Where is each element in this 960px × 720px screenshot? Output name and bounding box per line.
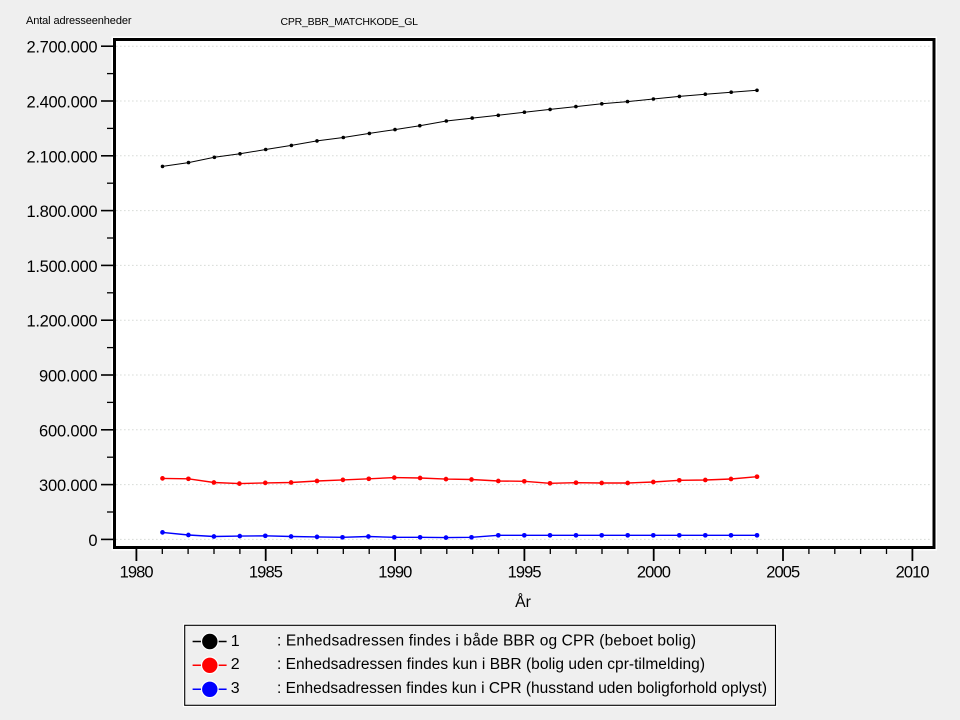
svg-text:: Enhedsadressen findes kun i: : Enhedsadressen findes kun i BBR (bolig… — [277, 656, 705, 673]
svg-text:1985: 1985 — [249, 564, 283, 582]
svg-text:CPR_BBR_MATCHKODE_GL: CPR_BBR_MATCHKODE_GL — [281, 16, 419, 28]
svg-text:1: 1 — [231, 633, 240, 650]
svg-text:1.200.000: 1.200.000 — [27, 313, 98, 331]
svg-text:2000: 2000 — [637, 564, 671, 582]
svg-text:2.100.000: 2.100.000 — [27, 148, 98, 166]
svg-text:2010: 2010 — [896, 564, 930, 582]
svg-text:900.000: 900.000 — [39, 368, 98, 386]
svg-text:: Enhedsadressen findes kun i: : Enhedsadressen findes kun i CPR (husst… — [277, 680, 767, 697]
svg-text:2005: 2005 — [766, 564, 800, 582]
svg-text:1.800.000: 1.800.000 — [27, 203, 98, 221]
svg-text:3: 3 — [231, 680, 240, 697]
svg-text:1995: 1995 — [508, 564, 542, 582]
svg-text:1990: 1990 — [378, 564, 412, 582]
svg-text:1.500.000: 1.500.000 — [27, 258, 98, 276]
svg-text:600.000: 600.000 — [39, 422, 98, 440]
svg-text:: Enhedsadressen findes i både: : Enhedsadressen findes i både BBR og CP… — [277, 633, 696, 650]
svg-text:300.000: 300.000 — [39, 477, 98, 495]
svg-text:2.400.000: 2.400.000 — [27, 94, 98, 112]
svg-text:2: 2 — [231, 656, 240, 673]
svg-text:År: År — [515, 592, 531, 611]
svg-text:Antal adresseenheder: Antal adresseenheder — [26, 15, 132, 27]
svg-text:2.700.000: 2.700.000 — [27, 39, 98, 57]
svg-text:0: 0 — [88, 532, 97, 550]
svg-text:1980: 1980 — [120, 564, 154, 582]
